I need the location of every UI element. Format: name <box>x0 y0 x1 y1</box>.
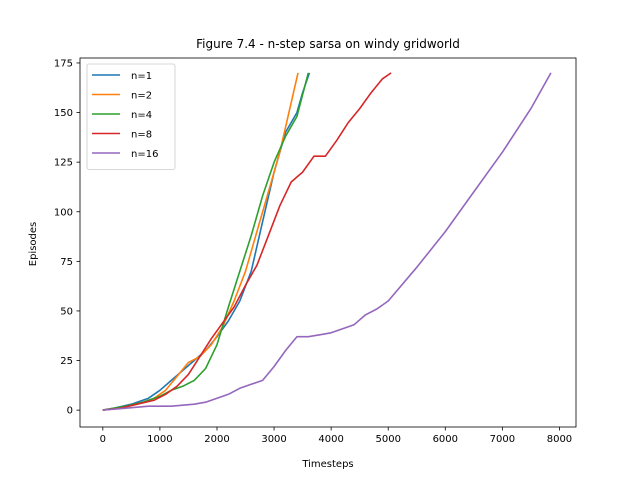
x-tick-label: 4000 <box>318 434 343 445</box>
x-axis-label: Timesteps <box>301 459 353 470</box>
x-tick-label: 7000 <box>490 434 515 445</box>
x-tick-label: 0 <box>100 434 106 445</box>
y-tick-label: 125 <box>54 158 73 169</box>
legend-label: n=4 <box>131 110 152 121</box>
series-line-n=8 <box>102 72 392 411</box>
legend-label: n=16 <box>131 149 158 160</box>
x-tick-label: 3000 <box>261 434 286 445</box>
series-line-n=4 <box>102 72 310 411</box>
chart-title: Figure 7.4 - n-step sarsa on windy gridw… <box>196 37 460 51</box>
series-line-n=16 <box>102 72 552 411</box>
x-tick-label: 8000 <box>547 434 572 445</box>
y-tick-label: 150 <box>54 108 73 119</box>
legend-label: n=1 <box>131 71 152 82</box>
y-tick-label: 50 <box>60 306 73 317</box>
x-tick-label: 2000 <box>204 434 229 445</box>
y-tick-label: 175 <box>54 58 73 69</box>
x-tick-label: 6000 <box>433 434 458 445</box>
legend-box <box>86 63 176 170</box>
y-tick-label: 75 <box>60 257 73 268</box>
legend-label: n=8 <box>131 130 152 141</box>
axes-frame <box>79 57 577 428</box>
plot-area <box>102 72 552 411</box>
y-axis-label: Episodes <box>28 222 39 266</box>
y-tick-label: 100 <box>54 207 73 218</box>
legend: n=1 n=2 n=4 n=8 n=16 <box>86 63 176 170</box>
legend-label: n=2 <box>131 91 152 102</box>
axes: 0 1000 2000 3000 4000 5000 6000 7000 8000 0 25 50 75… <box>54 57 577 445</box>
y-tick-label: 25 <box>60 356 73 367</box>
x-tick-label: 5000 <box>375 434 400 445</box>
y-tick-label: 0 <box>67 406 73 417</box>
x-tick-label: 1000 <box>147 434 172 445</box>
